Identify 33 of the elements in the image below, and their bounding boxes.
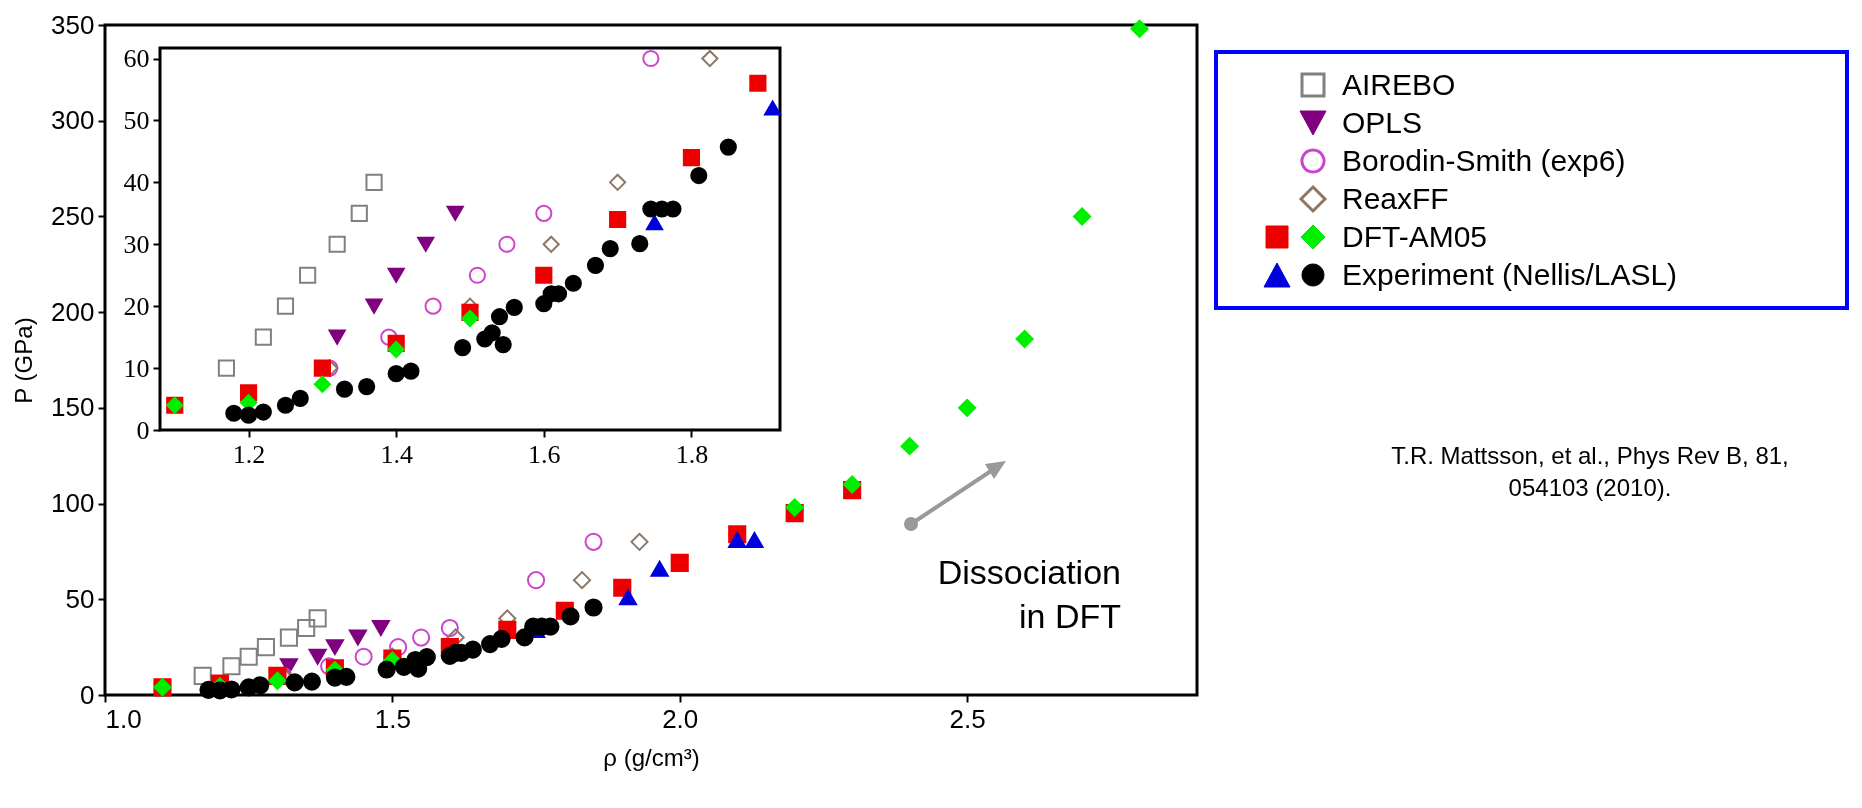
- legend-label: Borodin-Smith (exp6): [1342, 144, 1626, 178]
- y-tick-label: 50: [123, 105, 150, 135]
- text: T.R. Mattsson, et al., Phys Rev B, 81, 054103 (2010).: [1390, 441, 1790, 504]
- y-tick-label: 0: [80, 679, 95, 710]
- y-tick-label: 30: [123, 229, 150, 259]
- y-axis-title: P (GPa): [10, 317, 38, 404]
- y-tick-label: 0: [136, 415, 150, 445]
- y-tick-label: 50: [65, 583, 95, 614]
- annotation: Dissociation in DFT: [937, 553, 1121, 635]
- x-tick-label: 1.4: [380, 439, 413, 469]
- legend-label: ReaxFF: [1342, 182, 1449, 216]
- legend-label: AIREBO: [1342, 68, 1456, 102]
- x-tick-label: 1.5: [374, 703, 411, 734]
- x-tick-label: 1.8: [675, 439, 709, 469]
- x-axis-title: ρ (g/cm³): [603, 743, 700, 771]
- x-tick-label: 1.0: [105, 703, 142, 734]
- x-tick-label: 2.5: [949, 703, 986, 734]
- legend-label: OPLS: [1342, 106, 1423, 140]
- y-tick-label: 300: [51, 105, 95, 136]
- y-tick-label: 10: [123, 353, 150, 383]
- x-tick-label: 2.0: [662, 703, 699, 734]
- x-tick-label: 1.2: [232, 439, 266, 469]
- y-tick-label: 40: [123, 167, 150, 197]
- y-tick-label: 200: [51, 296, 95, 327]
- y-tick-label: 350: [51, 9, 95, 40]
- legend-label: Experiment (Nellis/LASL): [1342, 258, 1678, 292]
- y-tick-label: 20: [123, 291, 150, 321]
- x-tick-label: 1.6: [528, 439, 561, 469]
- y-tick-label: 60: [123, 44, 150, 74]
- y-tick-label: 100: [51, 488, 95, 519]
- y-tick-label: 250: [51, 200, 95, 231]
- legend-label: DFT-AM05: [1342, 220, 1488, 254]
- y-tick-label: 150: [51, 392, 95, 423]
